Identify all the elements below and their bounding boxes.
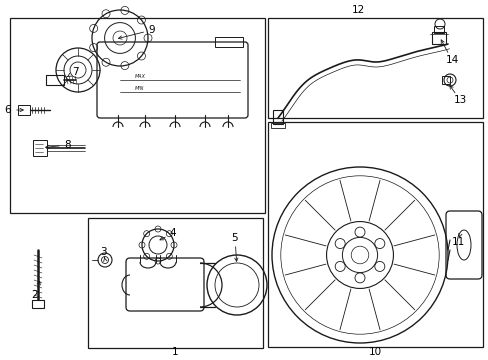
Text: 4: 4 bbox=[169, 228, 176, 238]
Text: 14: 14 bbox=[445, 55, 458, 65]
Bar bbox=[32, 300, 44, 308]
Text: MIN: MIN bbox=[135, 86, 144, 91]
Bar bbox=[33, 140, 47, 156]
Bar bbox=[18, 105, 30, 115]
Bar bbox=[433, 26, 443, 33]
Text: 3: 3 bbox=[100, 247, 106, 257]
Bar bbox=[267, 122, 482, 347]
Text: 1: 1 bbox=[171, 347, 178, 357]
Text: 2: 2 bbox=[32, 290, 38, 300]
Bar bbox=[272, 110, 283, 124]
Text: 11: 11 bbox=[450, 237, 464, 247]
Text: 13: 13 bbox=[452, 95, 466, 105]
Text: 8: 8 bbox=[64, 140, 71, 150]
Bar bbox=[46, 75, 64, 85]
Text: 5: 5 bbox=[231, 233, 238, 243]
Bar bbox=[267, 18, 482, 118]
Text: 10: 10 bbox=[367, 347, 381, 357]
Bar bbox=[10, 18, 264, 213]
Bar bbox=[215, 37, 243, 47]
Bar bbox=[270, 123, 285, 128]
Text: 6: 6 bbox=[5, 105, 11, 115]
Text: MAX: MAX bbox=[135, 74, 146, 79]
Text: 9: 9 bbox=[148, 25, 155, 35]
Text: 7: 7 bbox=[72, 67, 78, 77]
Bar bbox=[431, 32, 445, 44]
Bar bbox=[441, 76, 449, 84]
Bar bbox=[88, 218, 263, 348]
Text: 12: 12 bbox=[351, 5, 364, 15]
